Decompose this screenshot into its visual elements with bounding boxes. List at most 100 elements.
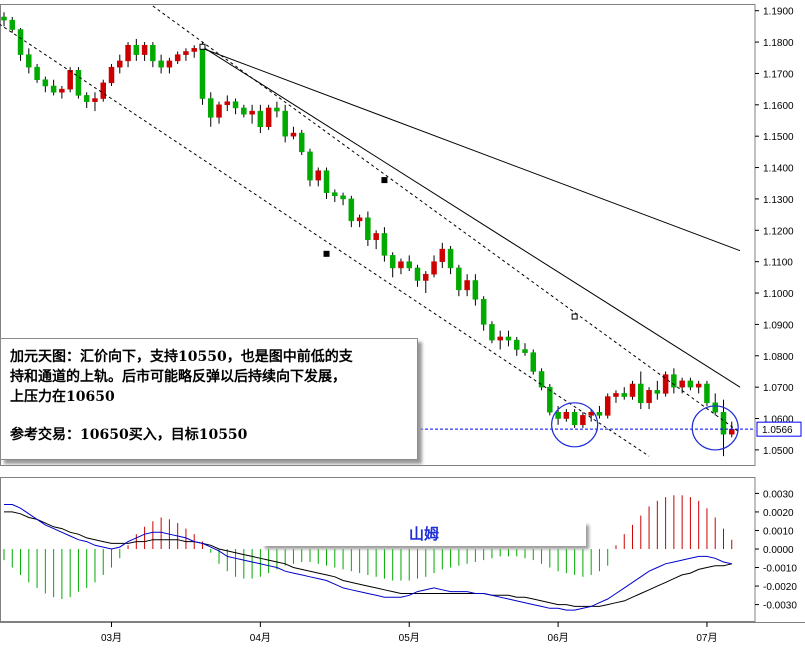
channel-line bbox=[202, 46, 741, 388]
candle-body bbox=[249, 110, 255, 115]
candle bbox=[613, 390, 619, 403]
time-tick-label: 05月 bbox=[399, 632, 420, 644]
candle-body bbox=[720, 411, 727, 435]
candle bbox=[216, 101, 222, 124]
price-tick-label: 1.0700 bbox=[763, 383, 794, 394]
candle-body bbox=[356, 217, 363, 222]
macd-tick-label: 0.0000 bbox=[763, 545, 794, 556]
price-tick-label: 1.0600 bbox=[763, 415, 794, 426]
candle bbox=[456, 264, 462, 297]
macd-histogram bbox=[3, 495, 733, 600]
macd-tick-label: -0.0020 bbox=[763, 582, 797, 593]
macd-tick-label: 0.0020 bbox=[763, 508, 794, 519]
candle-body bbox=[191, 48, 197, 52]
candle-body bbox=[431, 261, 437, 275]
candle bbox=[191, 45, 197, 58]
channel-anchor-marker bbox=[571, 313, 578, 320]
candle bbox=[92, 92, 98, 112]
candle-body bbox=[290, 132, 297, 137]
candle-body bbox=[174, 54, 181, 62]
candle bbox=[298, 129, 305, 156]
channel-anchor-marker bbox=[381, 177, 388, 184]
candle bbox=[563, 409, 570, 422]
candle-body bbox=[613, 393, 619, 397]
price-tick-label: 1.1600 bbox=[763, 101, 794, 112]
candle bbox=[9, 16, 16, 33]
candle-body bbox=[133, 44, 140, 55]
candle bbox=[431, 255, 437, 278]
candle-body bbox=[695, 383, 702, 388]
candle bbox=[290, 126, 297, 140]
price-tick-label: 1.1100 bbox=[763, 258, 793, 269]
candle-body bbox=[216, 104, 222, 118]
macd-tick-label: 0.0030 bbox=[763, 489, 794, 500]
candle-body bbox=[654, 390, 661, 394]
current-price-label-box bbox=[756, 421, 802, 437]
candle bbox=[133, 38, 140, 61]
candle-body bbox=[530, 352, 537, 372]
candle-body bbox=[729, 428, 735, 435]
candle bbox=[332, 189, 338, 203]
candle bbox=[712, 393, 718, 416]
time-tick-label: 06月 bbox=[548, 632, 569, 644]
candle-body bbox=[596, 411, 603, 416]
time-tick-label: 03月 bbox=[101, 632, 122, 644]
candle bbox=[588, 409, 594, 422]
candle-body bbox=[538, 371, 545, 388]
candle-body bbox=[83, 95, 90, 102]
candle-body bbox=[563, 411, 570, 419]
candle-body bbox=[50, 85, 57, 93]
candle-body bbox=[447, 248, 454, 269]
candle-body bbox=[340, 195, 346, 200]
candle-body bbox=[365, 217, 371, 240]
candle-body bbox=[480, 299, 487, 325]
channel-line bbox=[0, 23, 650, 457]
candle-body bbox=[92, 98, 98, 102]
candle-body bbox=[679, 380, 685, 388]
candle bbox=[489, 321, 495, 344]
candle bbox=[687, 377, 694, 391]
candle bbox=[108, 64, 115, 86]
candle-body bbox=[423, 273, 429, 281]
price-tick-label: 1.0800 bbox=[763, 352, 794, 363]
candle bbox=[232, 98, 239, 115]
candle bbox=[373, 230, 379, 250]
candle bbox=[389, 252, 396, 278]
candle bbox=[59, 85, 65, 99]
candle-body bbox=[621, 393, 627, 397]
price-tick-label: 1.1900 bbox=[763, 7, 794, 18]
candle bbox=[265, 104, 272, 130]
candle-body bbox=[1, 16, 7, 21]
candle bbox=[150, 42, 156, 68]
candle-body bbox=[712, 402, 718, 413]
candle bbox=[75, 67, 82, 99]
candle bbox=[381, 227, 388, 262]
candle-body bbox=[75, 70, 82, 96]
candle-body bbox=[406, 261, 412, 269]
candle-body bbox=[638, 383, 644, 404]
candle bbox=[1, 12, 7, 27]
price-tick-label: 1.0500 bbox=[763, 446, 794, 457]
candle-body bbox=[199, 48, 206, 99]
candle-body bbox=[348, 198, 355, 222]
candle bbox=[34, 64, 40, 83]
candle bbox=[141, 42, 148, 61]
candle-body bbox=[513, 339, 520, 350]
time-tick-label: 04月 bbox=[250, 632, 271, 644]
macd-line bbox=[4, 504, 732, 611]
candle bbox=[398, 258, 404, 275]
candle-body bbox=[241, 107, 247, 115]
macd-panel-frame bbox=[0, 477, 756, 622]
price-tick-label: 1.1700 bbox=[763, 69, 794, 80]
price-panel-frame bbox=[0, 4, 756, 466]
candle-body bbox=[224, 101, 231, 106]
candle bbox=[83, 92, 90, 108]
candle-body bbox=[42, 79, 49, 87]
candle bbox=[671, 368, 677, 394]
candle-body bbox=[704, 383, 710, 404]
candle-body bbox=[117, 60, 123, 68]
candle bbox=[505, 330, 512, 347]
note-line-2: 持和通道的上轨。后市可能略反弹以后持续向下发展， bbox=[10, 369, 346, 385]
candle bbox=[323, 167, 330, 199]
